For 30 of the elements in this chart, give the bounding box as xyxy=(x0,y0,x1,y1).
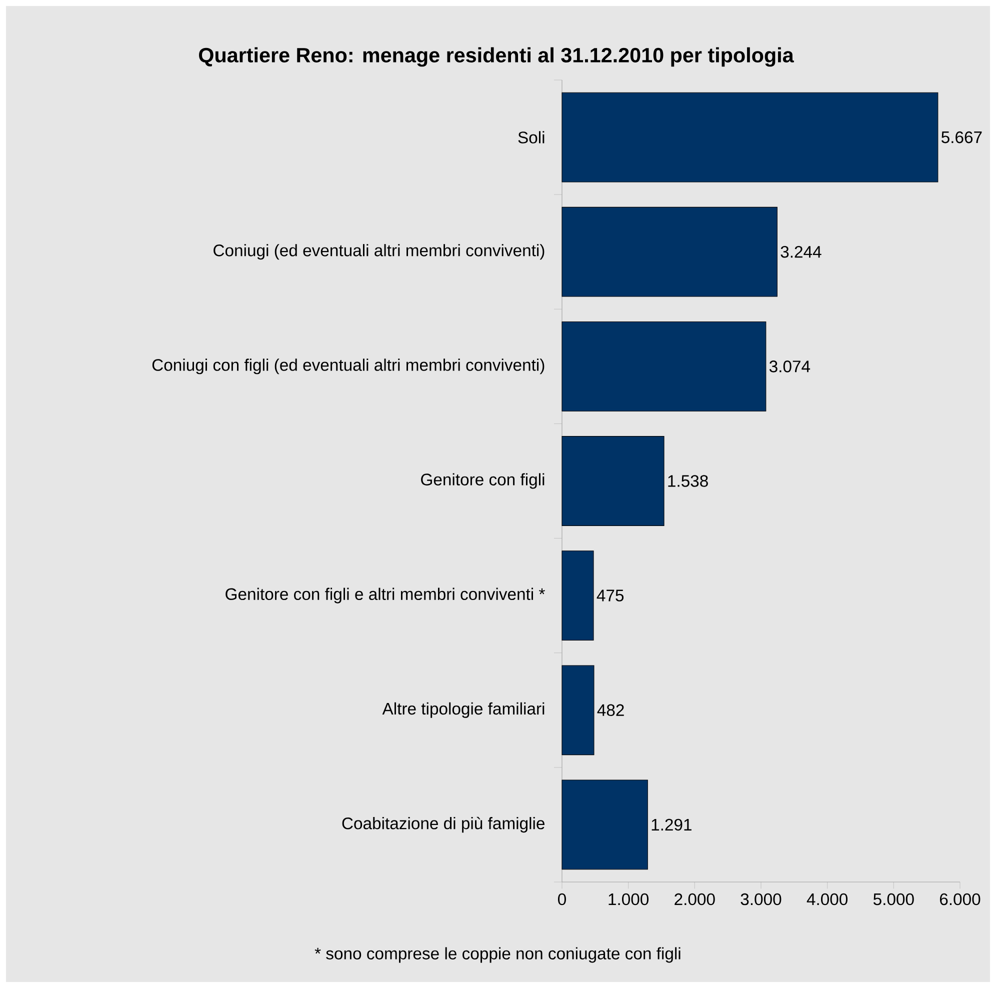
bar xyxy=(562,321,766,412)
bar xyxy=(562,436,664,526)
y-tick-label: Coabitazione di più famiglie xyxy=(342,816,544,833)
bar xyxy=(562,550,594,641)
chart-title: Quartiere Reno: menage residenti al 31.12.2010 per tipologia xyxy=(199,47,794,67)
x-tick-label: 1.000 xyxy=(608,893,649,906)
bar xyxy=(562,665,594,756)
data-label: 1.538 xyxy=(668,475,708,487)
y-tick-label: Altre tipologie familiari xyxy=(382,702,544,718)
data-label: 1.291 xyxy=(652,818,692,831)
bar xyxy=(562,206,778,297)
data-label: 3.244 xyxy=(780,246,822,258)
bar xyxy=(562,92,938,182)
x-tick-label: 2.000 xyxy=(674,893,715,906)
y-tick-label: Genitore con figli e altri membri conviventi * xyxy=(226,588,545,604)
x-tick-label: 5.000 xyxy=(873,893,914,906)
y-tick-label: Coniugi con figli (ed eventuali altri membri conviventi) xyxy=(152,358,544,374)
x-tick-label: 0 xyxy=(558,893,566,906)
data-label: 3.074 xyxy=(769,360,810,372)
y-tick-label: Genitore con figli xyxy=(421,473,544,489)
data-label: 482 xyxy=(597,704,624,716)
data-label: 475 xyxy=(596,590,624,602)
x-tick-label: 6.000 xyxy=(940,893,980,906)
bar xyxy=(562,780,648,870)
text: * sono comprese le coppie non coniugate con figli xyxy=(314,947,680,963)
x-tick-label: 4.000 xyxy=(806,893,848,906)
y-tick-label: Coniugi (ed eventuali altri membri conviventi) xyxy=(214,244,544,260)
x-tick-label: 3.000 xyxy=(740,893,782,906)
data-label: 5.667 xyxy=(942,131,982,144)
y-tick-label: Soli xyxy=(518,131,544,144)
